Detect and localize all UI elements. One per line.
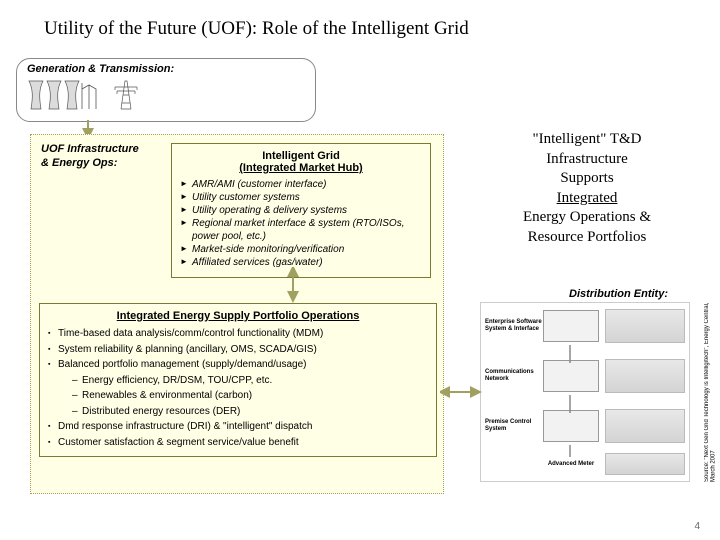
slide-title: Utility of the Future (UOF): Role of the… [44, 18, 702, 40]
ig-heading: Intelligent Grid [180, 150, 422, 162]
source-citation: Source: "Next Gen Grid Technology is Int… [704, 302, 714, 482]
cooling-towers-icon [27, 77, 99, 111]
pf-sub-list: Energy efficiency, DR/DSM, TOU/CPP, etc.… [72, 373, 428, 420]
arrow-ig-to-portfolio [281, 267, 305, 303]
callout-line: Energy Operations & [523, 209, 651, 225]
dist-row-label: Enterprise Software System & Interface [485, 319, 543, 332]
uof-label-l1: UOF Infrastructure [41, 143, 139, 155]
gen-trans-label: Generation & Transmission: [27, 63, 305, 75]
intelligent-grid-box: Intelligent Grid (Integrated Market Hub)… [171, 143, 431, 278]
gen-trans-icons [27, 77, 305, 111]
pf-item: Time-based data analysis/comm/control fu… [48, 326, 428, 342]
dist-vertical-links-icon [565, 305, 575, 481]
ig-item: Regional market interface & system (RTO/… [180, 217, 422, 243]
callout-line: Supports [560, 170, 613, 186]
main-diagram: UOF Infrastructure & Energy Ops: Intelli… [30, 134, 444, 494]
ig-list: AMR/AMI (customer interface) Utility cus… [180, 178, 422, 269]
dist-row-label: Premise Control System [485, 419, 543, 432]
dist-image-icon [605, 453, 685, 475]
portfolio-box: Integrated Energy Supply Portfolio Opera… [39, 303, 437, 457]
ig-item: Utility operating & delivery systems [180, 204, 422, 217]
pf-item: Dmd response infrastructure (DRI) & "int… [48, 419, 428, 435]
ig-item: Utility customer systems [180, 191, 422, 204]
pf-item: Customer satisfaction & segment service/… [48, 435, 428, 451]
pf-item: System reliability & planning (ancillary… [48, 342, 428, 358]
distribution-entity-diagram: Enterprise Software System & Interface C… [480, 302, 690, 482]
transmission-tower-icon [105, 77, 147, 111]
callout-line-underlined: Integrated [557, 190, 618, 206]
ig-item: Market-side monitoring/verification [180, 243, 422, 256]
uof-label-l2: & Energy Ops: [41, 157, 117, 169]
callout-line: "Intelligent" T&D [532, 131, 641, 147]
distribution-entity-label: Distribution Entity: [569, 288, 668, 300]
pf-heading: Integrated Energy Supply Portfolio Opera… [48, 310, 428, 322]
callout-line: Infrastructure [546, 151, 628, 167]
gen-trans-box: Generation & Transmission: [16, 58, 316, 122]
pf-sub-item: Energy efficiency, DR/DSM, TOU/CPP, etc. [72, 373, 428, 389]
dist-row-label: Communications Network [485, 369, 543, 382]
arrow-diagram-to-distribution [440, 380, 482, 404]
dist-image-icon [605, 409, 685, 443]
dist-image-icon [605, 359, 685, 393]
callout-line: Resource Portfolios [528, 229, 647, 245]
slide-number: 4 [694, 521, 700, 532]
pf-list: Time-based data analysis/comm/control fu… [48, 326, 428, 450]
ig-item: AMR/AMI (customer interface) [180, 178, 422, 191]
pf-sub-item: Distributed energy resources (DER) [72, 404, 428, 420]
callout: "Intelligent" T&D Infrastructure Support… [482, 130, 692, 247]
dist-image-icon [605, 309, 685, 343]
pf-item: Balanced portfolio management (supply/de… [48, 357, 428, 419]
pf-sub-item: Renewables & environmental (carbon) [72, 388, 428, 404]
ig-sub: (Integrated Market Hub) [180, 162, 422, 174]
